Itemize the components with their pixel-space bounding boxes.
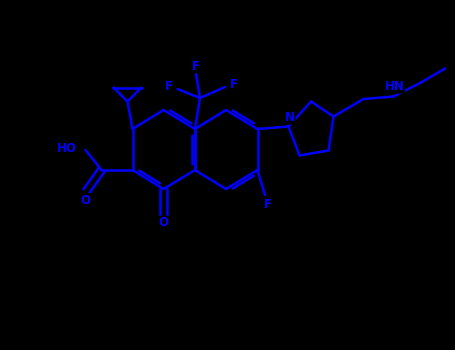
Text: F: F (263, 197, 272, 210)
Text: F: F (192, 60, 200, 72)
Text: N: N (285, 111, 295, 124)
Text: F: F (230, 78, 238, 91)
Text: HN: HN (384, 80, 404, 93)
Text: O: O (158, 217, 168, 230)
Text: HO: HO (56, 142, 76, 155)
Text: F: F (165, 80, 172, 93)
Text: O: O (81, 194, 91, 206)
